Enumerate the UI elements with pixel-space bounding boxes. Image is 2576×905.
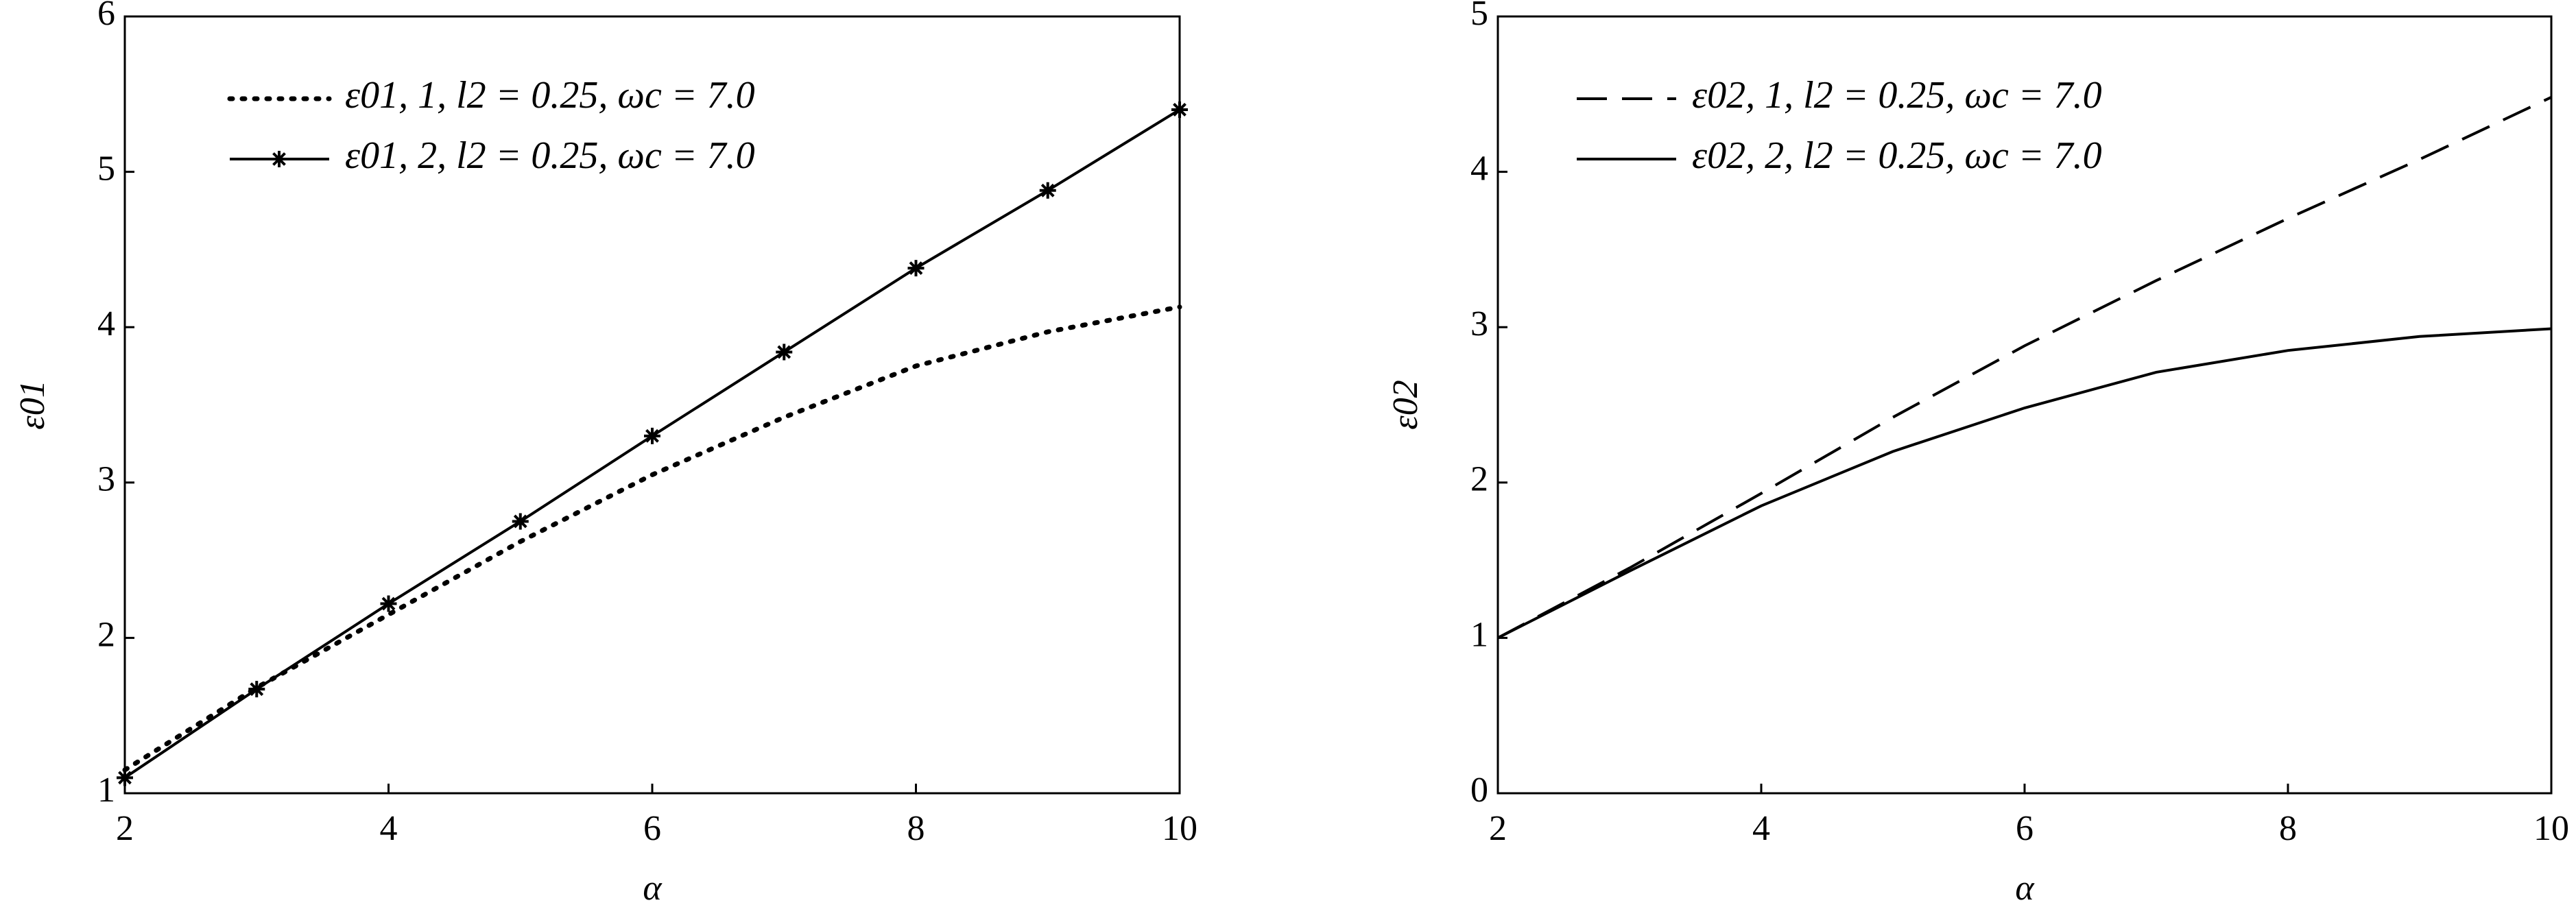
x-tick-label: 8 (2279, 809, 2297, 848)
x-tick-label: 6 (2016, 809, 2034, 848)
legend-label: ε02, 1, l2 = 0.25, ωc = 7.0 (1692, 74, 2102, 117)
y-tick-label: 4 (97, 304, 115, 343)
y-tick-label: 2 (1470, 460, 1488, 499)
x-tick-label: 2 (1489, 809, 1507, 848)
y-tick-label: 6 (97, 0, 115, 33)
series-marker (644, 427, 660, 444)
x-tick-label: 4 (1752, 809, 1770, 848)
series-marker (117, 769, 133, 786)
series-line (1497, 96, 2552, 640)
y-tick-label: 2 (97, 615, 115, 654)
legend-label: ε01, 2, l2 = 0.25, ωc = 7.0 (345, 134, 755, 177)
series-marker (776, 343, 793, 361)
x-tick-label: 8 (907, 809, 925, 848)
x-tick-label: 10 (1162, 809, 1197, 848)
x-tick-label: 6 (643, 809, 661, 848)
legend-label: ε01, 1, l2 = 0.25, ωc = 7.0 (345, 74, 755, 117)
plot-frame (123, 15, 1181, 795)
y-axis-label: ε01 (13, 380, 52, 430)
series-marker (512, 513, 529, 530)
y-tick-label: 0 (1470, 771, 1488, 810)
x-axis-label: α (2015, 869, 2035, 905)
y-tick-label: 3 (97, 460, 115, 499)
x-axis-label: α (643, 869, 663, 905)
series-marker (248, 681, 265, 698)
y-tick-label: 3 (1470, 304, 1488, 343)
series-marker (1039, 182, 1056, 199)
y-tick-label: 4 (1470, 149, 1488, 189)
series-marker (1171, 101, 1188, 118)
legend-marker (271, 151, 287, 167)
x-tick-label: 2 (116, 809, 134, 848)
x-tick-label: 4 (380, 809, 398, 848)
y-tick-label: 5 (97, 149, 115, 189)
y-tick-label: 5 (1470, 0, 1488, 33)
series-marker (907, 260, 925, 277)
series-marker (380, 595, 397, 612)
y-axis-label: ε02 (1386, 380, 1425, 430)
y-tick-label: 1 (1470, 615, 1488, 654)
series-line (122, 304, 1182, 773)
y-tick-label: 1 (97, 771, 115, 810)
plot-frame (1496, 15, 2553, 795)
legend-label: ε02, 2, l2 = 0.25, ωc = 7.0 (1692, 134, 2102, 177)
x-tick-label: 10 (2533, 809, 2569, 848)
series-line (1497, 327, 2552, 640)
